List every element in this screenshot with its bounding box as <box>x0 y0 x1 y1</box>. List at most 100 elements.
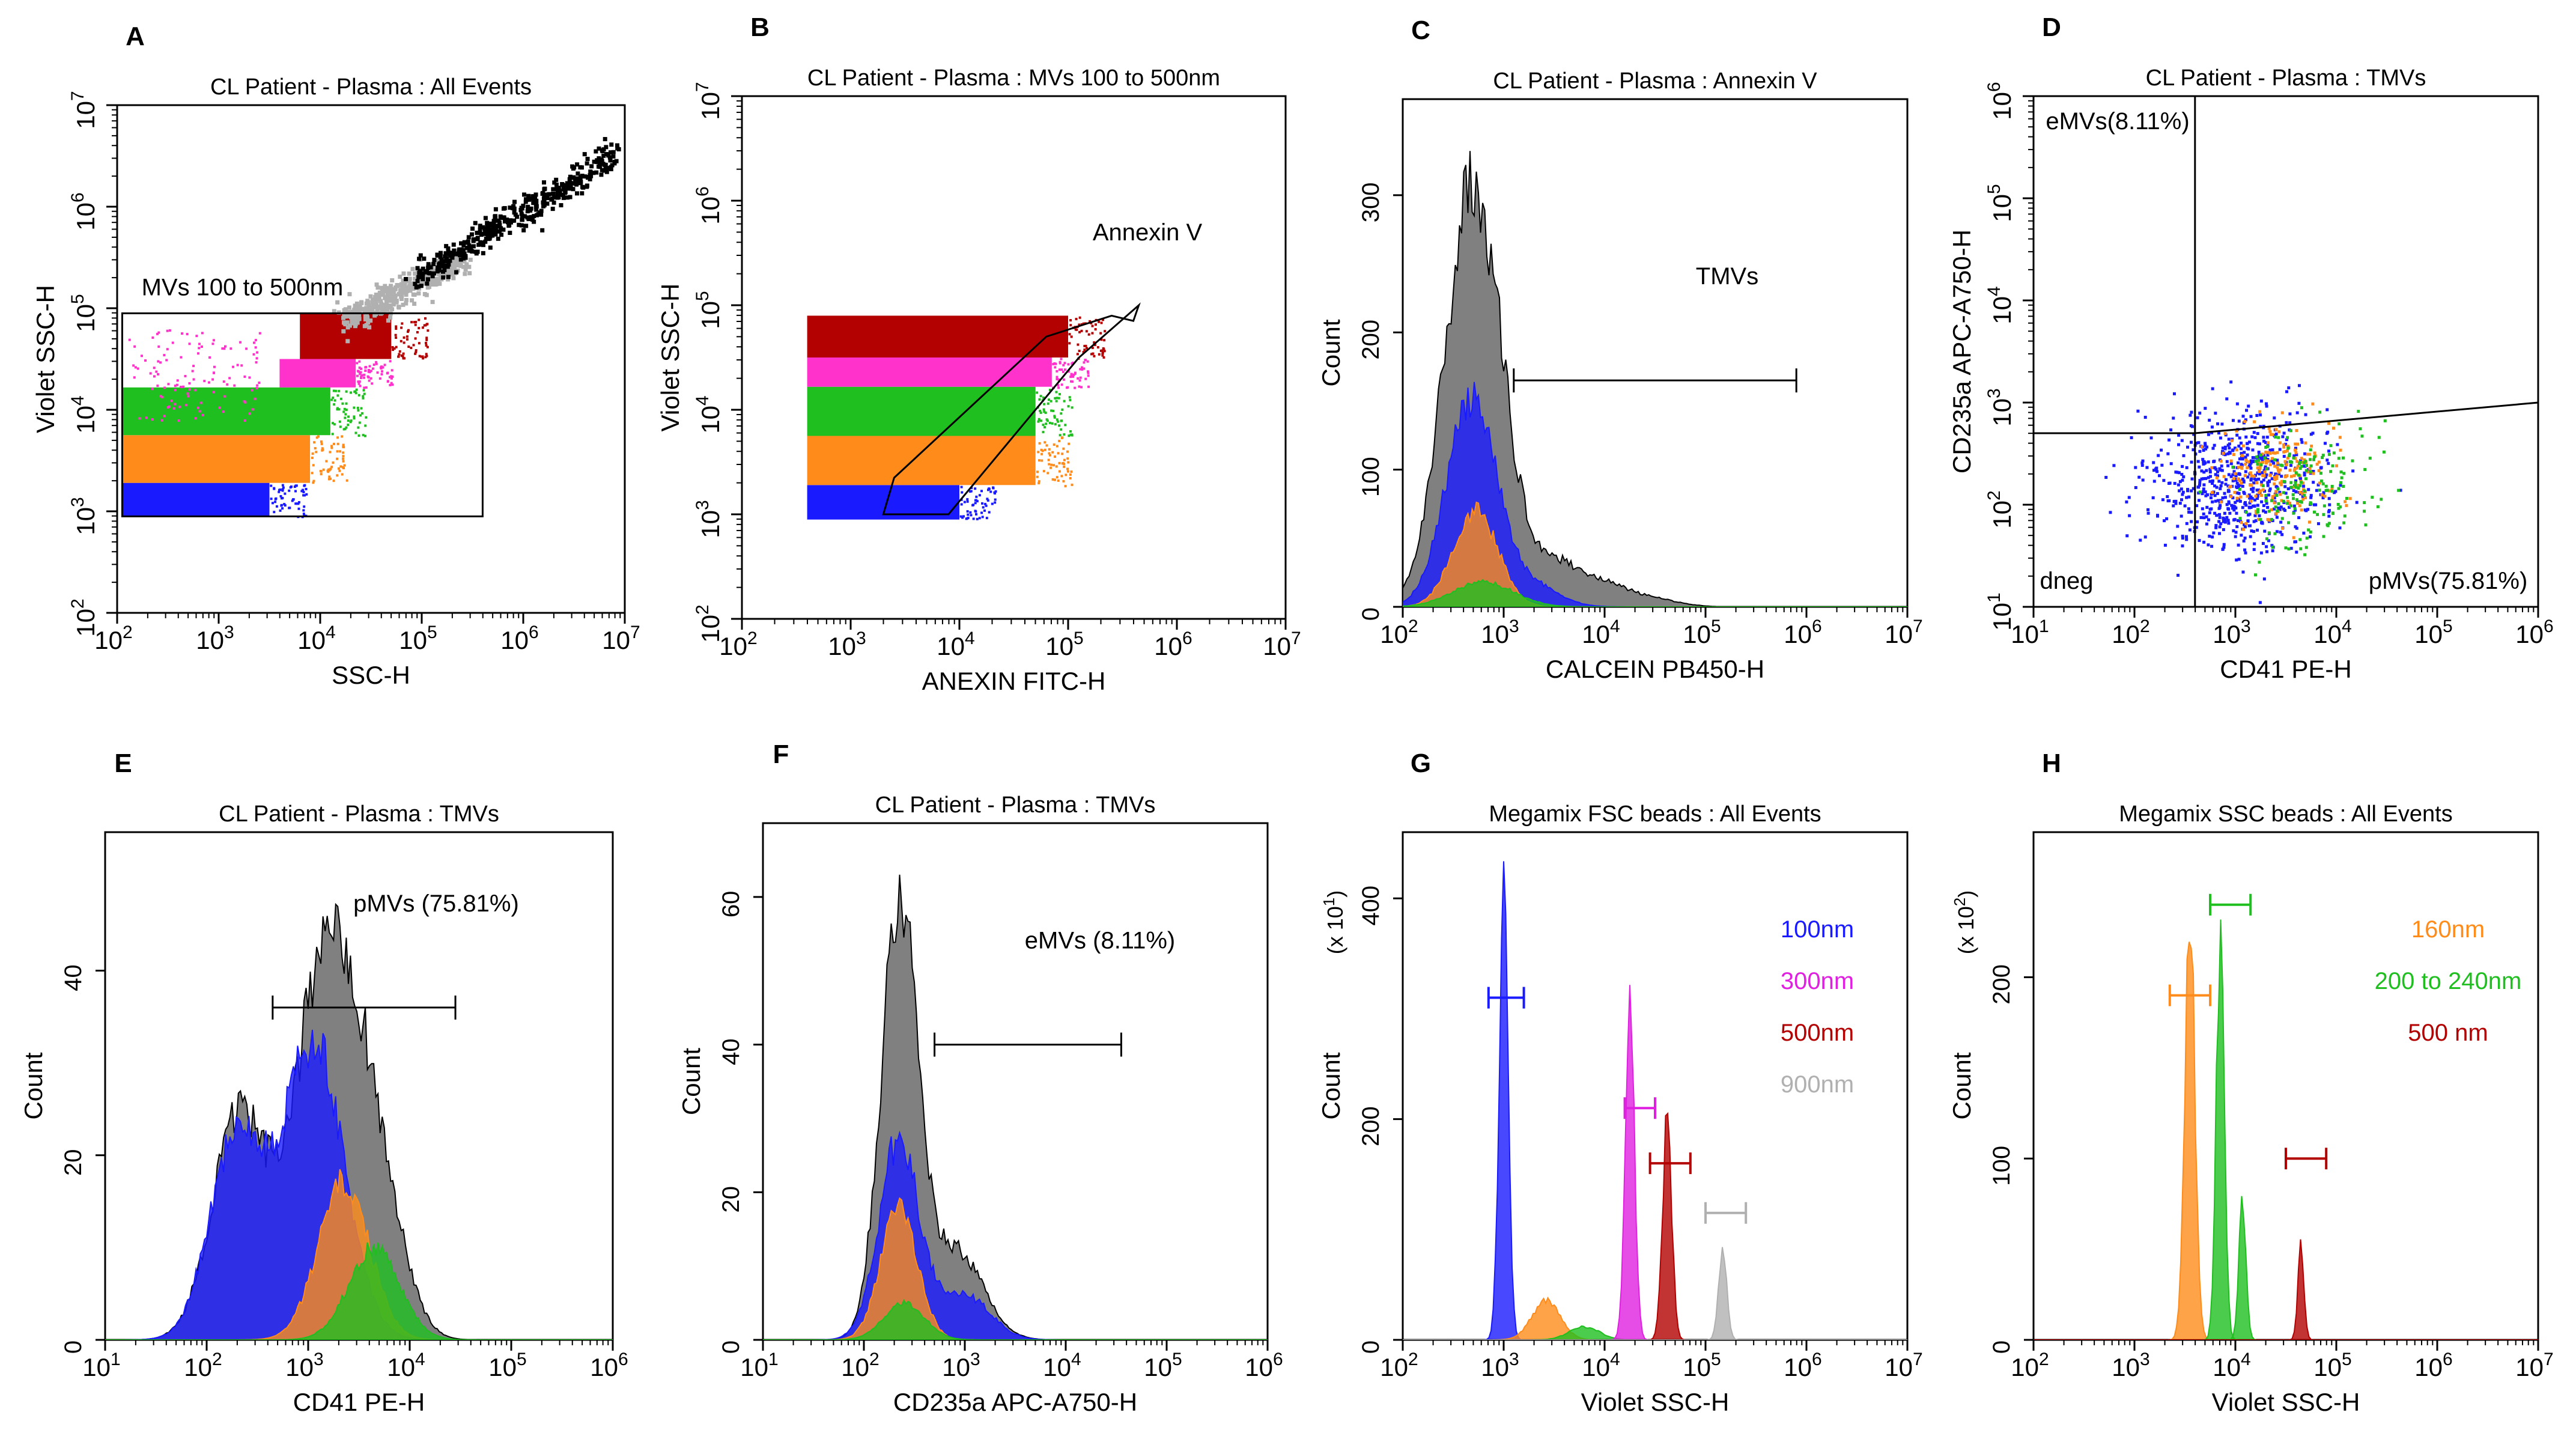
population-band <box>807 357 1052 387</box>
event-dot <box>2342 521 2346 525</box>
event-dot <box>551 191 556 196</box>
event-dot <box>2340 476 2344 479</box>
event-dot <box>284 492 287 495</box>
event-dot <box>159 361 162 364</box>
event-dot <box>360 407 363 410</box>
event-dot <box>385 308 390 312</box>
event-dot <box>213 365 216 368</box>
event-dot <box>2225 516 2229 519</box>
event-dot <box>2259 454 2262 457</box>
event-dot <box>2166 495 2169 499</box>
x-tick-label: 107 <box>1263 628 1301 660</box>
event-dot <box>2160 448 2163 452</box>
event-dot <box>491 222 496 227</box>
event-dot <box>488 234 493 239</box>
event-dot <box>2289 475 2293 478</box>
event-dot <box>1037 480 1040 483</box>
event-dot <box>2264 465 2267 469</box>
event-dot <box>283 503 286 506</box>
event-dot <box>602 168 607 173</box>
panel-letter: D <box>2042 13 2061 42</box>
event-dot <box>568 185 573 190</box>
event-dot <box>2249 495 2253 499</box>
event-dot <box>2277 472 2281 476</box>
event-dot <box>2202 460 2205 464</box>
event-dot <box>2310 444 2313 448</box>
event-dot <box>2248 501 2252 505</box>
event-dot <box>2151 496 2155 499</box>
event-dot <box>425 277 430 282</box>
event-dot <box>2211 535 2214 539</box>
event-dot <box>1058 424 1061 427</box>
event-dot <box>212 371 215 374</box>
event-dot <box>2244 522 2248 525</box>
event-dot <box>2240 466 2244 469</box>
event-dot <box>2319 472 2322 475</box>
event-dot <box>2322 491 2325 494</box>
event-dot <box>281 496 284 499</box>
event-dot <box>606 153 611 158</box>
event-dot <box>2292 504 2296 508</box>
event-dot <box>2292 489 2295 493</box>
event-dot <box>458 263 463 268</box>
event-dot <box>355 315 360 320</box>
event-dot <box>320 440 323 443</box>
event-dot <box>294 502 297 505</box>
event-dot <box>1062 447 1065 450</box>
event-dot <box>357 380 360 383</box>
event-dot <box>2266 458 2270 461</box>
event-dot <box>2221 496 2225 500</box>
event-dot <box>2266 506 2270 510</box>
event-dot <box>404 297 409 302</box>
event-dot <box>980 511 983 514</box>
event-dot <box>186 392 189 395</box>
event-dot <box>2207 543 2210 547</box>
event-dot <box>342 410 345 413</box>
event-dot <box>2311 431 2315 435</box>
event-dot <box>2252 475 2256 478</box>
event-dot <box>2208 508 2212 511</box>
event-dot <box>407 276 412 281</box>
event-dot <box>2330 484 2334 488</box>
event-dot <box>580 174 585 178</box>
event-dot <box>422 256 427 261</box>
event-dot <box>1078 379 1081 382</box>
event-dot <box>2271 546 2274 549</box>
event-dot <box>1063 362 1066 365</box>
event-dot <box>404 289 409 294</box>
x-tick-exponent: 1 <box>111 1349 121 1369</box>
event-dot <box>2297 486 2300 490</box>
event-dot <box>439 257 444 262</box>
event-dot <box>342 428 345 431</box>
event-dot <box>401 302 406 307</box>
event-dot <box>585 156 590 161</box>
event-dot <box>2214 526 2218 529</box>
event-dot <box>2190 511 2193 514</box>
event-dot <box>586 175 591 180</box>
event-dot <box>186 395 189 398</box>
event-dot <box>2288 469 2292 472</box>
event-dot <box>2285 463 2288 466</box>
event-dot <box>962 515 965 518</box>
event-dot <box>2259 399 2263 403</box>
event-dot <box>2180 472 2184 476</box>
event-dot <box>994 498 997 501</box>
event-dot <box>341 473 344 476</box>
histogram-series <box>763 1298 1268 1340</box>
event-dot <box>2223 445 2227 449</box>
event-dot <box>368 294 373 299</box>
event-dot <box>157 345 160 348</box>
event-dot <box>2253 514 2257 517</box>
y-tick-label: 0 <box>718 1340 744 1354</box>
event-dot <box>2331 511 2334 515</box>
event-dot <box>201 332 204 335</box>
event-dot <box>419 284 424 288</box>
event-dot <box>2265 436 2269 439</box>
event-dot <box>1087 385 1090 388</box>
event-dot <box>1048 421 1051 424</box>
event-dot <box>491 219 496 224</box>
event-dot <box>1074 372 1077 375</box>
event-dot <box>2286 500 2289 504</box>
event-dot <box>305 487 308 490</box>
event-dot <box>2282 443 2286 446</box>
